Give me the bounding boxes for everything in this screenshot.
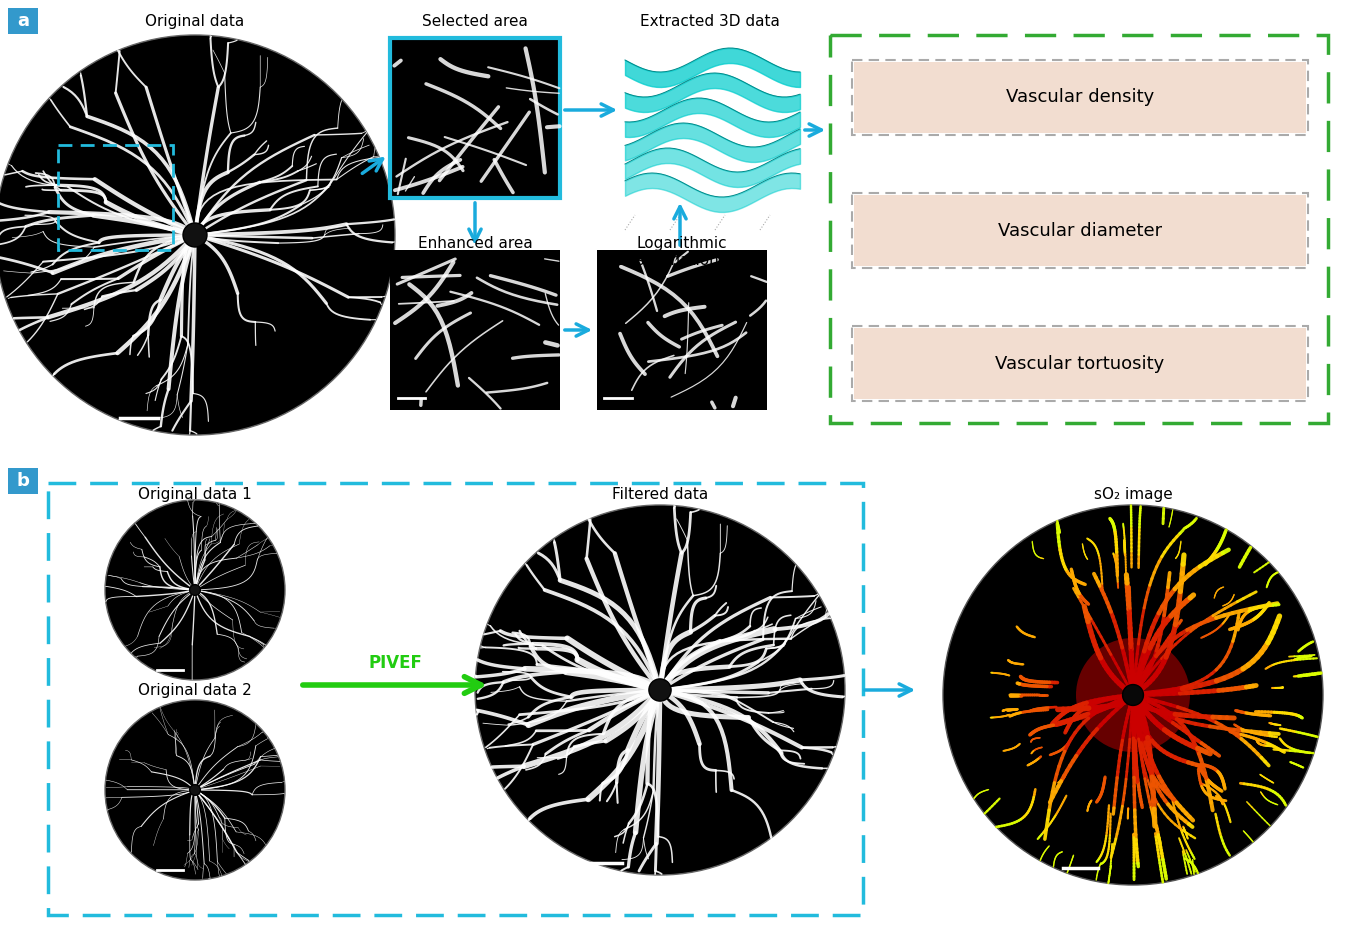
Bar	[854, 195, 1306, 266]
Text: PIVEF: PIVEF	[369, 654, 422, 672]
Text: Vascular tortuosity: Vascular tortuosity	[995, 354, 1165, 373]
Bar	[390, 38, 560, 198]
Circle shape	[648, 679, 671, 701]
Bar	[851, 326, 1307, 401]
Bar	[8, 8, 38, 34]
Text: Original data 2: Original data 2	[139, 683, 252, 698]
Text: a: a	[17, 12, 30, 30]
Bar	[830, 35, 1328, 423]
Text: Vascular diameter: Vascular diameter	[998, 221, 1162, 240]
Text: Filtered data: Filtered data	[612, 487, 707, 502]
Circle shape	[1076, 638, 1190, 752]
Bar	[854, 328, 1306, 399]
Text: Selected area: Selected area	[422, 14, 529, 29]
Bar	[851, 193, 1307, 268]
Bar	[48, 483, 863, 915]
Circle shape	[105, 700, 285, 880]
Bar	[854, 62, 1306, 133]
Circle shape	[190, 585, 200, 595]
Text: Enhanced area: Enhanced area	[418, 236, 533, 251]
Bar	[597, 250, 767, 410]
Bar	[58, 145, 174, 250]
Circle shape	[105, 500, 285, 680]
Text: b: b	[16, 472, 30, 490]
Bar	[390, 250, 560, 410]
Circle shape	[1123, 684, 1143, 706]
Bar	[8, 468, 38, 494]
Text: Original data: Original data	[145, 14, 245, 29]
Text: Vascular density: Vascular density	[1006, 88, 1154, 107]
Circle shape	[475, 505, 845, 875]
Circle shape	[0, 35, 395, 435]
Text: sO₂ image: sO₂ image	[1093, 487, 1173, 502]
Text: Extracted 3D data: Extracted 3D data	[640, 14, 780, 29]
Text: Logarithmic
transformation data: Logarithmic transformation data	[605, 236, 759, 269]
Text: Original data 1: Original data 1	[139, 487, 252, 502]
Bar	[851, 60, 1307, 135]
Circle shape	[943, 505, 1323, 885]
Circle shape	[183, 223, 207, 247]
Circle shape	[190, 785, 200, 795]
